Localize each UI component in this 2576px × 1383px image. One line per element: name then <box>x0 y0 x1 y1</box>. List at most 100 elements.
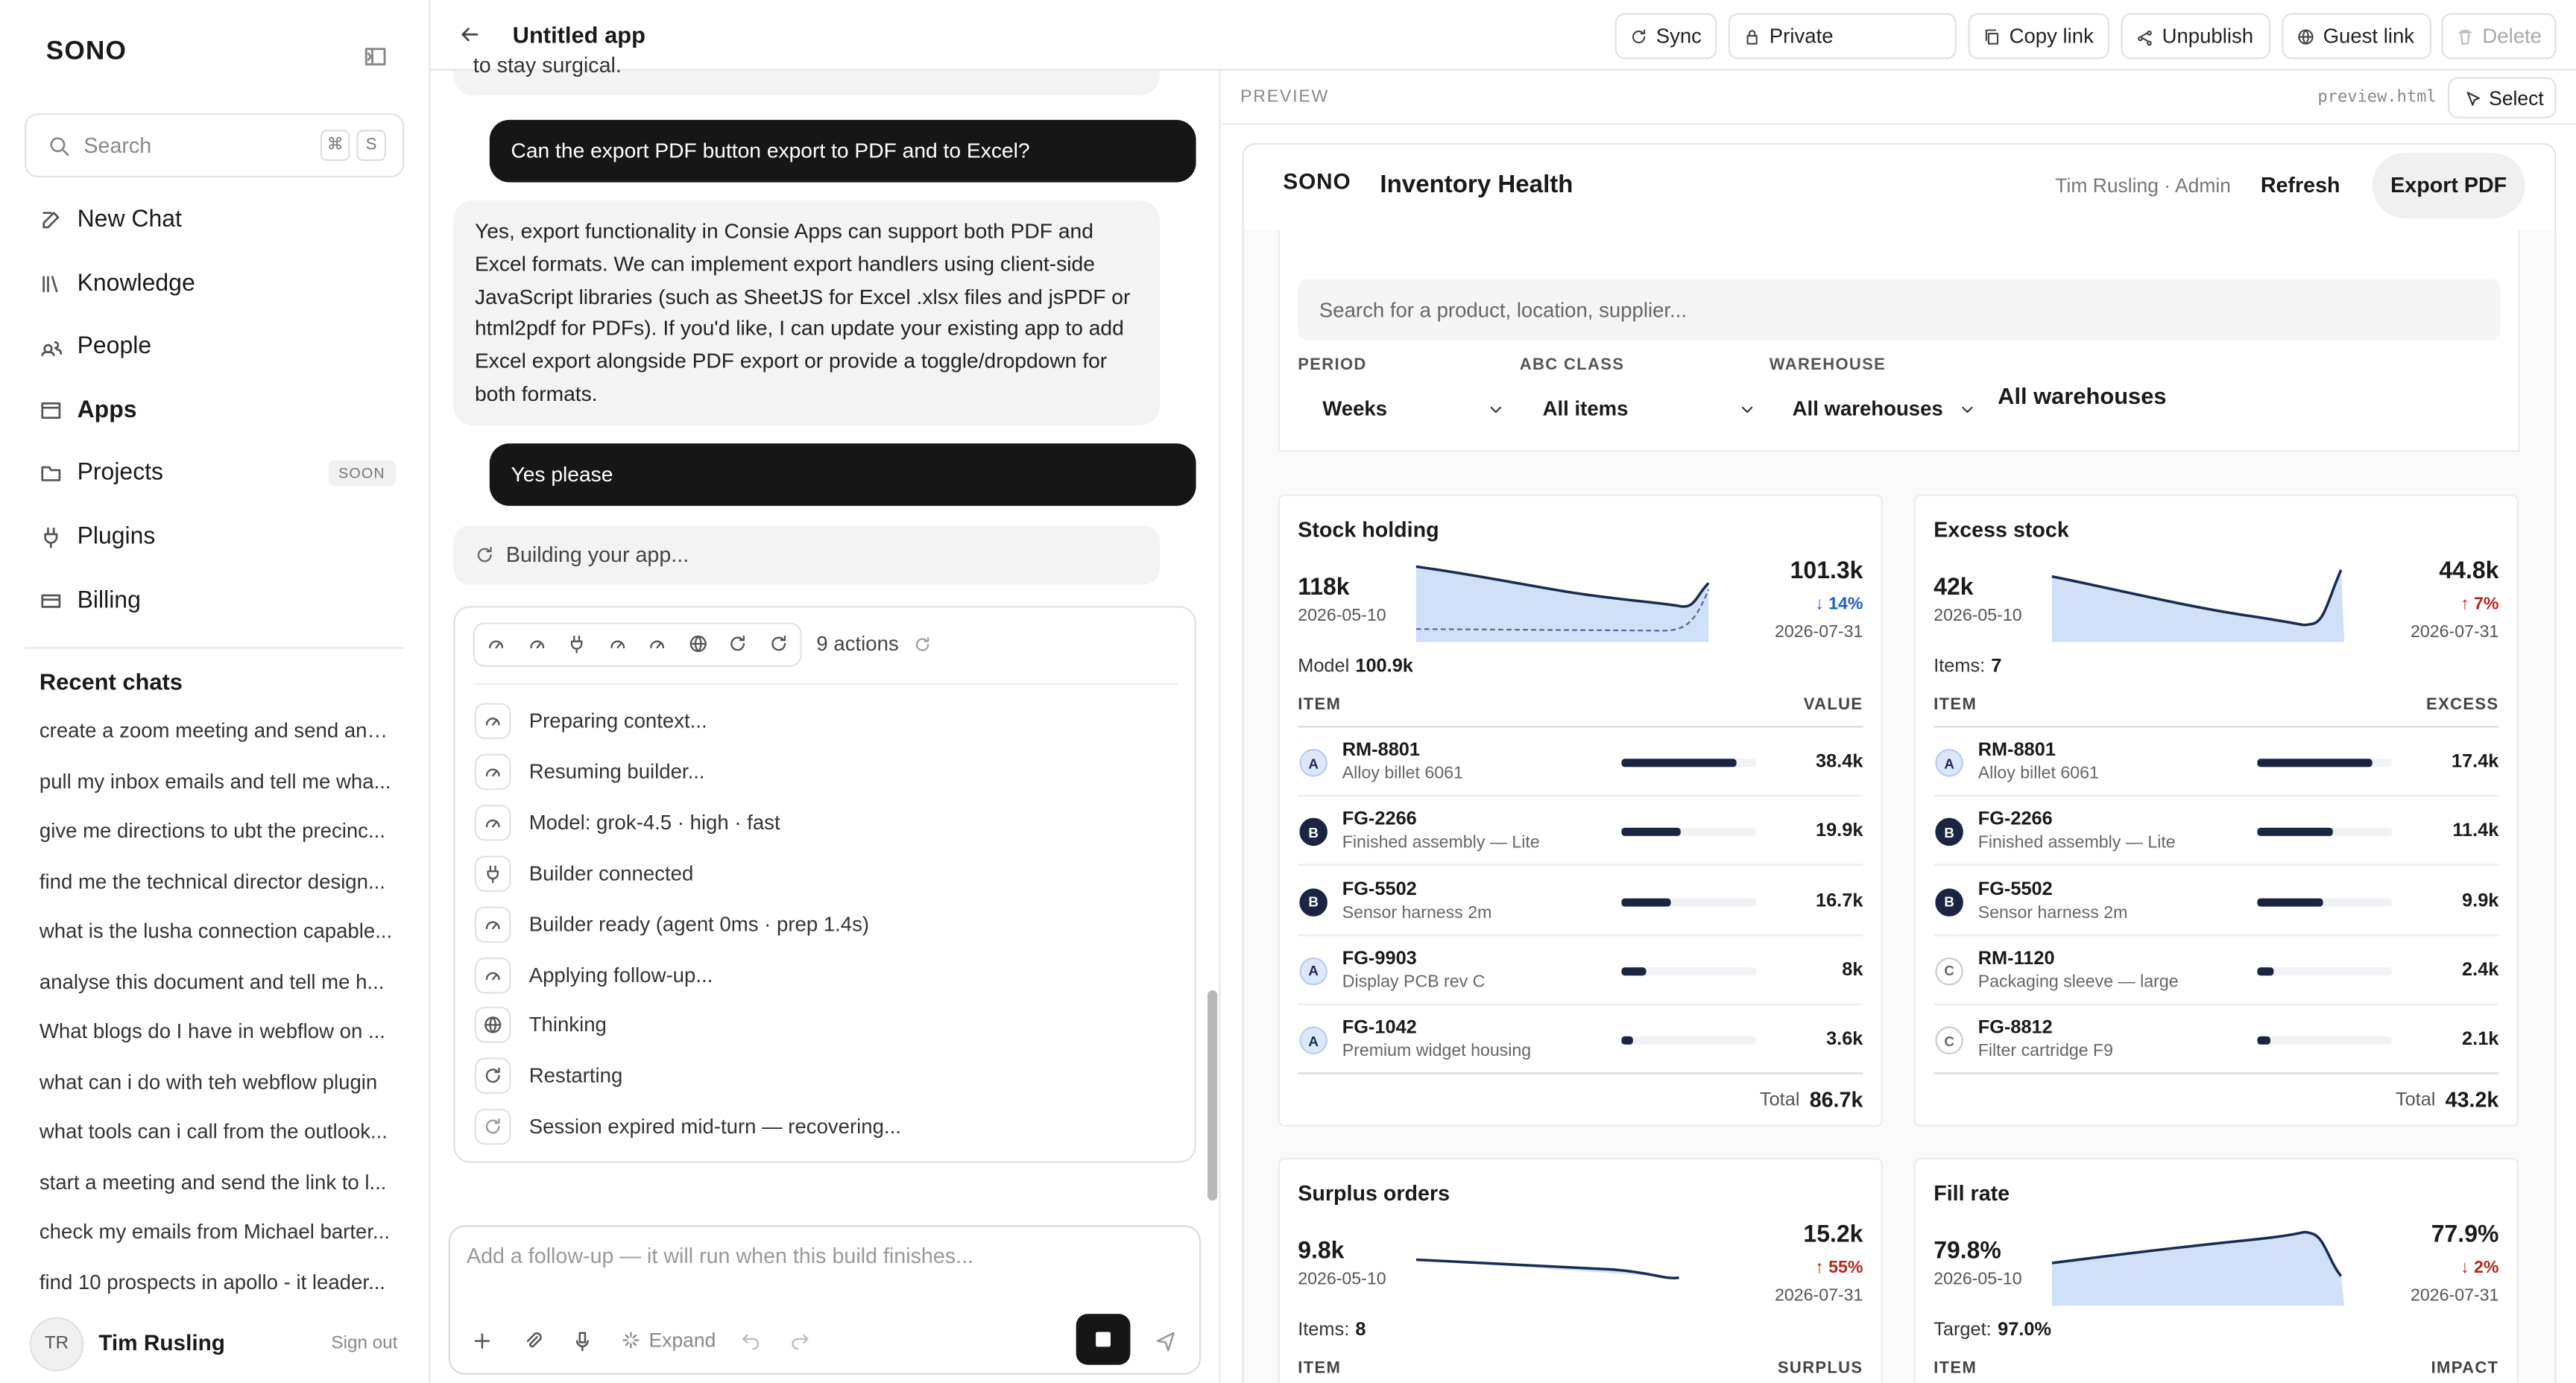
icon <box>575 1331 588 1351</box>
item-name: Packaging sleeve — large <box>1977 972 2179 993</box>
tier-badge <box>1299 887 1328 916</box>
sparkline-path <box>2051 569 2345 642</box>
bar <box>2257 1037 2271 1045</box>
item-value: 17.4k <box>2451 752 2499 772</box>
item-value: 8k <box>1842 960 1863 981</box>
header-button-label: Sync <box>1655 25 1702 48</box>
bar <box>2257 759 2373 768</box>
recent-chat[interactable]: what can i do with teh webflow plugin <box>39 1069 378 1093</box>
item-code: FG-1042 <box>1342 1018 1417 1039</box>
search-placeholder: Search <box>83 133 152 158</box>
recent-chat[interactable]: start a meeting and send the link to l..… <box>39 1170 387 1194</box>
header-button[interactable] <box>1968 13 2110 60</box>
item-value: 16.7k <box>1815 890 1863 911</box>
tier-badge <box>1935 1026 1963 1055</box>
recent-chat[interactable]: what is the lusha connection capable... <box>39 920 393 943</box>
sparkline <box>1415 1258 1679 1279</box>
card-title: Fill rate <box>1933 1180 2010 1206</box>
icon <box>915 636 929 651</box>
recent-chat[interactable]: create a zoom meeting and send an i... <box>39 719 393 743</box>
logo: SONO <box>45 37 127 66</box>
header-button[interactable] <box>1614 13 1717 60</box>
recent-chat[interactable]: give me directions to ubt the precinc... <box>39 819 385 843</box>
sparkline-path <box>2051 1232 2345 1306</box>
bar <box>1621 828 1682 837</box>
select-button[interactable] <box>2448 77 2557 118</box>
row-rule <box>1933 934 2499 936</box>
icon <box>485 718 500 726</box>
header-button[interactable] <box>1728 13 1957 60</box>
tier-badge <box>1299 1026 1328 1055</box>
user-message: Yes please <box>489 443 1196 506</box>
sparkline-path <box>2051 569 2343 627</box>
sparkline-path <box>1415 565 1710 608</box>
sparkline-path <box>1415 1258 1679 1279</box>
recent-chat[interactable]: check my emails from Michael barter... <box>39 1220 390 1244</box>
step-text: Builder ready (agent 0ms · prep 1.4s) <box>528 912 870 936</box>
expand-button[interactable]: Expand <box>648 1329 716 1352</box>
bar <box>1621 1037 1632 1045</box>
header-button[interactable] <box>2282 13 2432 60</box>
icon <box>44 527 58 548</box>
table-rule <box>1933 726 2499 728</box>
item-name: Finished assembly — Lite <box>1342 833 1540 853</box>
recent-chat[interactable]: what tools can i call from the outlook..… <box>39 1120 388 1144</box>
tier-badge <box>1935 957 1963 986</box>
step-icon-frame <box>474 956 511 993</box>
icon <box>771 635 786 651</box>
app-title: Untitled app <box>512 21 645 48</box>
recent-chat[interactable]: What blogs do I have in webflow on ... <box>39 1019 385 1043</box>
recent-chat[interactable]: pull my inbox emails and tell me wha... <box>39 769 391 793</box>
item-code: FG-5502 <box>1977 879 2053 899</box>
item-code: FG-5502 <box>1342 879 1417 899</box>
item-code: RM-1120 <box>1977 949 2055 969</box>
preview-label: PREVIEW <box>1240 86 1330 107</box>
row-rule <box>1933 794 2499 797</box>
icon <box>1740 405 1752 412</box>
header-button[interactable] <box>2441 13 2557 60</box>
meta-label: Model <box>1298 656 1350 677</box>
icon <box>485 1118 500 1134</box>
export-button[interactable] <box>2372 152 2525 219</box>
app-search[interactable] <box>1298 279 2501 341</box>
icon <box>485 819 500 827</box>
item-code: RM-8801 <box>1977 741 2056 761</box>
step-icon-frame <box>474 1058 511 1095</box>
step-text: Builder connected <box>528 861 694 885</box>
nav-label: Apps <box>77 396 137 424</box>
recent-chat[interactable]: find me the technical director design... <box>39 870 385 893</box>
step-icon-frame <box>474 1007 511 1044</box>
step-text: Preparing context... <box>528 709 707 733</box>
col-item: ITEM <box>1933 1359 1977 1379</box>
filter-value: Weeks <box>1322 397 1388 421</box>
recent-chat[interactable]: find 10 prospects in apollo - it leader.… <box>39 1270 385 1294</box>
recent-chat[interactable]: analyse this document and tell me h... <box>39 969 385 993</box>
tier-badge <box>1299 957 1328 986</box>
row-rule <box>1298 794 1863 797</box>
search-box[interactable] <box>25 113 405 178</box>
filter-value: All items <box>1542 397 1629 421</box>
tier-letter: C <box>1944 1032 1954 1049</box>
change: ↑ 7% <box>2460 594 2499 615</box>
total-rule <box>1298 1072 1863 1075</box>
header-button-label: Guest link <box>2323 25 2415 48</box>
col-value: EXCESS <box>2426 696 2499 715</box>
refresh-button[interactable]: Refresh <box>2260 172 2340 197</box>
sparkline-path <box>2051 1230 2343 1277</box>
col-item: ITEM <box>1933 696 1977 715</box>
change: ↑ 55% <box>1815 1258 1863 1278</box>
filter-label: WAREHOUSE <box>1769 356 1887 375</box>
app-user: Tim Rusling · Admin <box>2055 174 2231 197</box>
tier-letter: B <box>1944 824 1954 841</box>
bar-track <box>2257 966 2393 975</box>
start-date: 2026-05-10 <box>1298 606 1386 626</box>
avatar-initials: TR <box>44 1333 69 1354</box>
step-icon-frame <box>474 905 511 943</box>
header-button[interactable] <box>2121 13 2271 60</box>
app-header <box>1243 144 2555 230</box>
filter-value: All warehouses <box>1792 397 1943 421</box>
icon <box>42 212 60 229</box>
end-value: 77.9% <box>2431 1221 2499 1249</box>
